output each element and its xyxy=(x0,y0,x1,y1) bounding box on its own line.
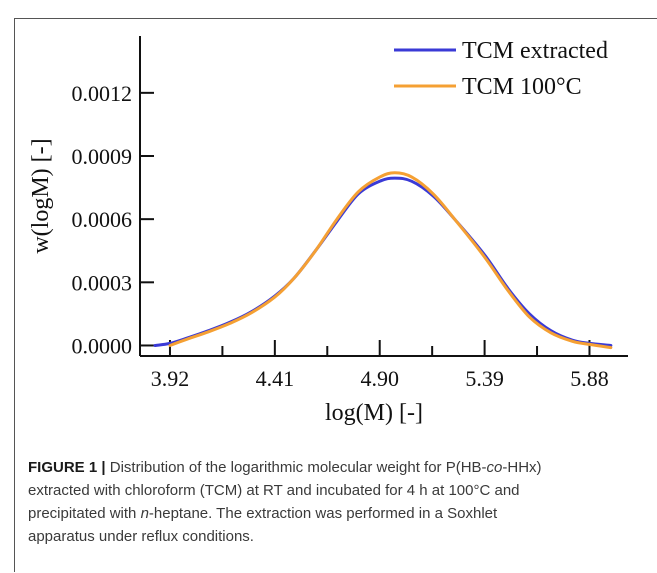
caption-text-3a: precipitated with xyxy=(28,505,141,522)
x-tick-label: 4.41 xyxy=(256,366,295,391)
x-tick-label: 5.88 xyxy=(570,366,609,391)
caption-text-3b: -heptane. The extraction was performed i… xyxy=(148,505,498,522)
y-tick-label: 0.0009 xyxy=(72,144,133,169)
y-tick-label: 0.0000 xyxy=(72,333,133,358)
caption-label: FIGURE 1 xyxy=(28,459,98,476)
caption-line-1: FIGURE 1 | Distribution of the logarithm… xyxy=(28,456,638,479)
plot-area: 0.0000 0.0003 0.0006 0.0009 0.0012 3.92 4.41 4.… xyxy=(28,36,628,426)
legend-label-1: TCM extracted xyxy=(462,38,608,64)
caption-line-2: extracted with chloroform (TCM) at RT an… xyxy=(28,482,520,499)
frame-left-border xyxy=(14,18,15,572)
caption-separator: | xyxy=(97,459,110,476)
caption-line-4: apparatus under reflux conditions. xyxy=(28,528,254,545)
caption-text-1a: Distribution of the logarithmic molecula… xyxy=(109,459,487,476)
y-tick-label: 0.0006 xyxy=(72,207,133,232)
y-tick-label: 0.0003 xyxy=(72,270,133,295)
x-tick-label: 3.92 xyxy=(151,366,190,391)
x-axis-title: log(M) [-] xyxy=(325,400,423,426)
x-tick-label: 4.90 xyxy=(360,366,399,391)
y-tick-label: 0.0012 xyxy=(72,81,133,106)
figure-caption: FIGURE 1 | Distribution of the logarithm… xyxy=(28,456,638,548)
chart: 0.0000 0.0003 0.0006 0.0009 0.0012 3.92 4.41 4.… xyxy=(28,36,628,426)
y-axis-title: w(logM) [-] xyxy=(28,138,54,253)
legend-label-2: TCM 100°C xyxy=(462,74,582,100)
series-line-2 xyxy=(168,171,613,350)
x-tick-label: 5.39 xyxy=(465,366,504,391)
caption-text-1-italic: co xyxy=(486,459,503,476)
caption-line-3: precipitated with n-heptane. The extract… xyxy=(28,502,638,525)
caption-text-1b: -HHx) xyxy=(502,459,542,476)
frame-top-border xyxy=(14,18,657,19)
series-line-1 xyxy=(153,176,613,347)
caption-text-3-italic: n xyxy=(140,505,149,522)
